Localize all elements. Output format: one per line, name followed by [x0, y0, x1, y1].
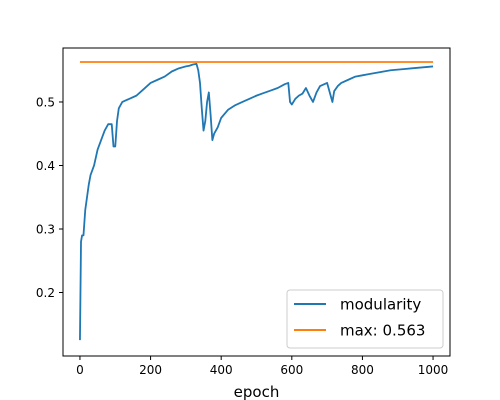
- x-tick-label: 600: [280, 363, 303, 377]
- x-tick-label: 800: [351, 363, 374, 377]
- plot-layer: [79, 61, 434, 341]
- legend-label-max: max: 0.563: [340, 322, 425, 340]
- x-tick-label: 200: [139, 363, 162, 377]
- x-tick-label: 0: [76, 363, 84, 377]
- x-axis-ticks: 0 200 400 600 800 1000: [76, 356, 448, 377]
- x-axis-label: epoch: [234, 383, 280, 400]
- y-tick-label: 0.3: [36, 222, 55, 236]
- x-tick-label: 1000: [418, 363, 449, 377]
- x-tick-label: 400: [210, 363, 233, 377]
- y-tick-label: 0.4: [36, 159, 55, 173]
- series-line-0: [79, 62, 434, 341]
- y-axis-ticks: 0.2 0.3 0.4 0.5: [36, 95, 63, 300]
- legend: modularity max: 0.563: [286, 289, 444, 349]
- plot-frame: [62, 47, 451, 357]
- y-tick-label: 0.5: [36, 95, 55, 109]
- y-tick-label: 0.2: [36, 286, 55, 300]
- legend-label-modularity: modularity: [340, 296, 421, 314]
